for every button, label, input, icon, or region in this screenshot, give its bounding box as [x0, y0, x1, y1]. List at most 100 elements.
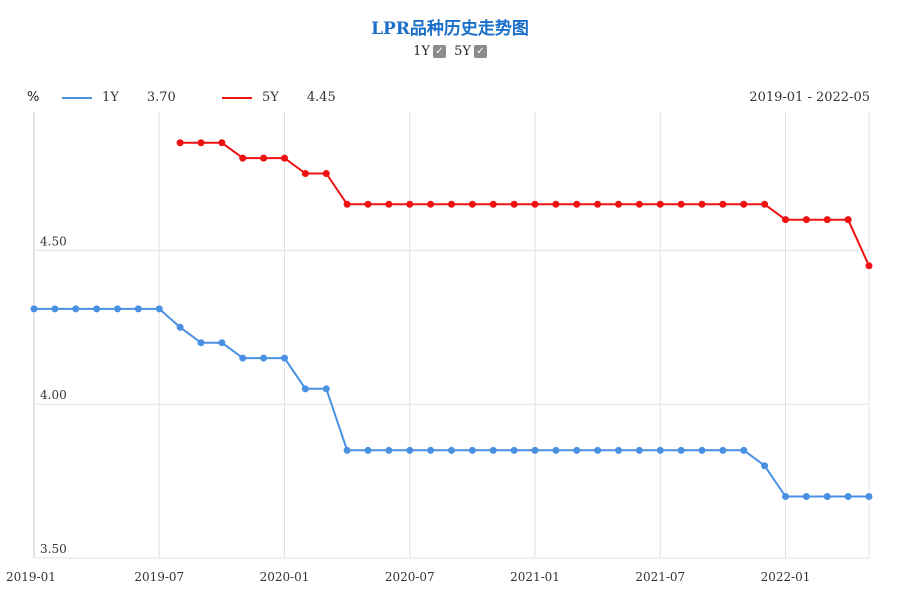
data-point-5y[interactable]: [865, 262, 873, 270]
data-point-1y[interactable]: [468, 446, 476, 454]
data-point-5y[interactable]: [510, 200, 518, 208]
data-point-1y[interactable]: [301, 385, 309, 393]
data-point-5y[interactable]: [343, 200, 351, 208]
legend-item-5y[interactable]: 5Y 4.45: [222, 90, 336, 105]
data-point-1y[interactable]: [448, 446, 455, 454]
data-point-5y[interactable]: [802, 216, 810, 224]
series-toggles: 1Y ✓ 5Y ✓: [0, 44, 900, 59]
data-point-5y[interactable]: [615, 200, 622, 208]
legend-item-1y[interactable]: 1Y 3.70: [62, 90, 176, 105]
data-point-1y[interactable]: [802, 492, 810, 500]
data-point-1y[interactable]: [594, 446, 602, 454]
x-tick-label: 2021-07: [635, 570, 685, 584]
data-point-5y[interactable]: [740, 200, 748, 208]
data-point-1y[interactable]: [93, 305, 101, 313]
data-point-1y[interactable]: [635, 446, 643, 454]
data-point-1y[interactable]: [406, 446, 414, 454]
data-point-1y[interactable]: [573, 446, 581, 454]
data-point-5y[interactable]: [406, 200, 414, 208]
data-point-5y[interactable]: [594, 200, 602, 208]
data-point-1y[interactable]: [844, 492, 852, 500]
y-axis-unit: %: [27, 90, 40, 105]
data-point-5y[interactable]: [531, 200, 539, 208]
data-point-1y[interactable]: [656, 446, 664, 454]
data-point-1y[interactable]: [510, 446, 518, 454]
data-point-5y[interactable]: [176, 139, 184, 147]
data-point-1y[interactable]: [197, 339, 205, 347]
data-point-1y[interactable]: [615, 446, 622, 454]
data-point-5y[interactable]: [635, 200, 643, 208]
data-point-1y[interactable]: [281, 354, 288, 362]
data-point-1y[interactable]: [385, 446, 393, 454]
data-point-1y[interactable]: [114, 305, 121, 313]
grid-lines: [33, 112, 870, 559]
data-point-5y[interactable]: [573, 200, 581, 208]
toggle-1y[interactable]: 1Y ✓: [413, 44, 446, 59]
data-point-1y[interactable]: [782, 492, 789, 500]
data-point-1y[interactable]: [134, 305, 142, 313]
toggle-5y-label: 5Y: [454, 44, 471, 59]
series-line-5y: [180, 141, 870, 267]
data-point-5y[interactable]: [552, 200, 560, 208]
data-point-1y[interactable]: [260, 354, 268, 362]
data-point-1y[interactable]: [865, 492, 873, 500]
checkbox-icon[interactable]: ✓: [432, 45, 446, 58]
toggle-5y[interactable]: 5Y ✓: [454, 44, 487, 59]
data-point-1y[interactable]: [343, 446, 351, 454]
data-point-1y[interactable]: [698, 446, 706, 454]
data-point-5y[interactable]: [823, 216, 831, 224]
data-point-5y[interactable]: [322, 170, 330, 178]
data-point-5y[interactable]: [677, 200, 685, 208]
x-tick-label: 2020-07: [385, 570, 435, 584]
data-point-1y[interactable]: [218, 339, 226, 347]
legend-name-5y: 5Y: [262, 90, 279, 105]
data-point-1y[interactable]: [531, 446, 539, 454]
data-point-1y[interactable]: [155, 305, 163, 313]
data-point-1y[interactable]: [30, 305, 38, 313]
series-5y: [176, 139, 873, 270]
date-range: 2019-01 - 2022-05: [749, 90, 870, 105]
data-point-5y[interactable]: [260, 154, 268, 162]
data-point-5y[interactable]: [448, 200, 455, 208]
data-point-1y[interactable]: [740, 446, 748, 454]
data-point-5y[interactable]: [301, 170, 309, 178]
data-point-1y[interactable]: [552, 446, 560, 454]
data-point-1y[interactable]: [719, 446, 727, 454]
data-point-1y[interactable]: [761, 462, 769, 470]
x-tick-label: 2019-07: [134, 570, 184, 584]
data-point-5y[interactable]: [761, 200, 769, 208]
data-point-5y[interactable]: [385, 200, 393, 208]
data-point-1y[interactable]: [176, 323, 184, 331]
data-point-1y[interactable]: [823, 492, 831, 500]
toggle-1y-label: 1Y: [413, 44, 430, 59]
y-tick-labels: 3.50 4.00 4.50: [40, 234, 67, 556]
data-point-5y[interactable]: [844, 216, 852, 224]
checkbox-icon[interactable]: ✓: [473, 45, 487, 58]
data-point-5y[interactable]: [719, 200, 727, 208]
data-point-1y[interactable]: [239, 354, 247, 362]
data-point-5y[interactable]: [239, 154, 247, 162]
y-tick-label: 4.50: [40, 234, 67, 248]
data-point-5y[interactable]: [698, 200, 706, 208]
data-point-1y[interactable]: [72, 305, 80, 313]
data-point-1y[interactable]: [677, 446, 685, 454]
data-point-5y[interactable]: [656, 200, 664, 208]
series-1y: [30, 305, 873, 500]
data-point-5y[interactable]: [427, 200, 435, 208]
data-point-5y[interactable]: [782, 216, 789, 224]
data-point-1y[interactable]: [489, 446, 497, 454]
data-point-5y[interactable]: [281, 154, 288, 162]
data-point-5y[interactable]: [489, 200, 497, 208]
y-tick-label: 4.00: [40, 388, 67, 402]
data-point-5y[interactable]: [364, 200, 372, 208]
data-point-5y[interactable]: [468, 200, 476, 208]
chart-title: LPR品种历史走势图: [371, 19, 529, 39]
legend-swatch-5y: [222, 96, 252, 99]
data-point-5y[interactable]: [197, 139, 205, 147]
data-point-1y[interactable]: [364, 446, 372, 454]
data-point-1y[interactable]: [427, 446, 435, 454]
data-point-5y[interactable]: [218, 139, 226, 147]
data-point-1y[interactable]: [322, 385, 330, 393]
data-point-1y[interactable]: [51, 305, 59, 313]
